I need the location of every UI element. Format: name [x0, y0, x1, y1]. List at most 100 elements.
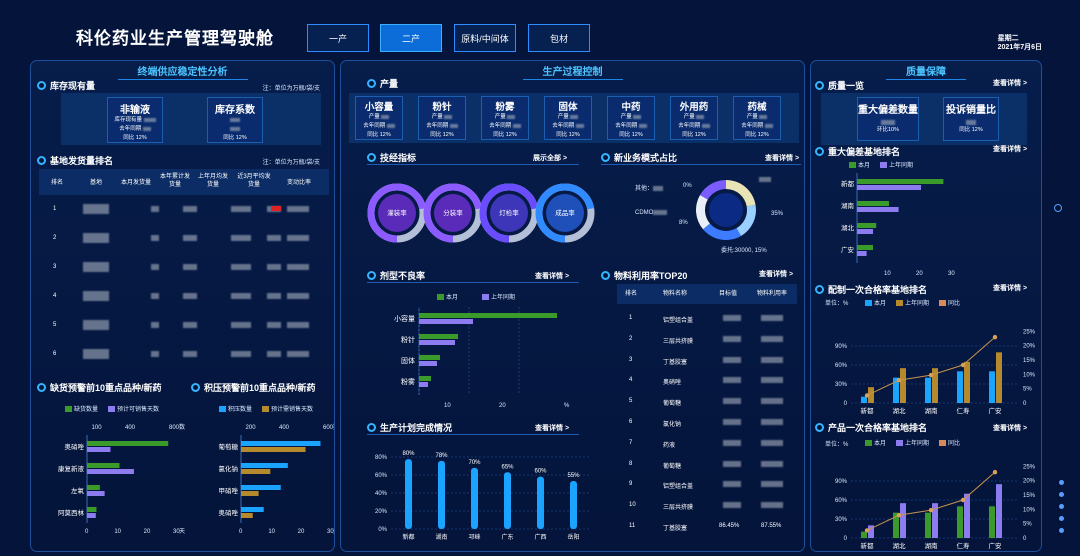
output-card[interactable]: 中药 产量 去年同期 同比 12%: [607, 96, 655, 140]
overview-card-complaint[interactable]: 投诉销量比 同比 12%: [943, 97, 999, 141]
blurred-cell: [231, 235, 251, 241]
blurred-cell: [183, 235, 197, 241]
output-card[interactable]: 粉针 产量 去年同期 同比 12%: [418, 96, 466, 140]
blurred-cell: [183, 293, 197, 299]
output-card[interactable]: 固体 产量 去年同期 同比 12%: [544, 96, 592, 140]
bar-b: [964, 493, 970, 538]
middle-panel: 生产过程控制 产量 小容量 产量 去年同期 同比 12% 粉针 产量 去年同期 同比 …: [340, 60, 805, 552]
page-dot[interactable]: [1059, 480, 1064, 485]
bar-b: [996, 352, 1002, 403]
card-line: 产量: [419, 113, 465, 122]
bullet-icon: [37, 156, 46, 165]
page-dot[interactable]: [1059, 528, 1064, 533]
bar-b: [900, 368, 906, 403]
batching-detail-link[interactable]: 查看详情 >: [993, 285, 1028, 292]
output-section-title: 产量: [367, 77, 398, 90]
inventory-card-nontransfusion[interactable]: 非输液 库存现有量 去年同期 同比 12%: [107, 97, 163, 143]
card-line: 产量: [356, 113, 402, 122]
axis-tick: 30: [948, 271, 955, 277]
blurred-cell: [287, 351, 309, 357]
overview-detail-link[interactable]: 查看详情 >: [993, 80, 1028, 87]
scroll-indicator[interactable]: [1054, 204, 1062, 212]
axis-tick: 30%: [835, 517, 848, 523]
tech-section-title: 技经指标: [367, 151, 416, 164]
output-card[interactable]: 粉雾 产量 去年同期 同比 12%: [481, 96, 529, 140]
bar-a: [893, 377, 899, 403]
ring-label: 灌装率: [387, 208, 407, 217]
blurred-cell: [183, 206, 197, 212]
product-detail-link[interactable]: 查看详情 >: [993, 425, 1028, 432]
table-header: 排名: [50, 180, 63, 186]
blurred-cell: [723, 502, 741, 509]
blurred-value: [444, 114, 453, 119]
blurred-cell: [761, 315, 783, 321]
legend-item: 预计可销售天数: [108, 404, 159, 413]
blurred-cell: [151, 235, 159, 241]
output-card[interactable]: 小容量 产量 去年同期 同比 12%: [355, 96, 403, 140]
bizmode-label: CDMO: [635, 210, 668, 216]
axis-tick: 60%: [835, 498, 848, 504]
material-name-cell: 铝塑组合盖: [663, 318, 694, 324]
inventory-card-coefficient[interactable]: 库存系数 同比 12%: [207, 97, 263, 143]
overview-card-deviation[interactable]: 重大偏差数量 环比10%: [857, 97, 919, 141]
category-label: 广安: [989, 406, 1003, 415]
blurred-cell: [231, 206, 251, 212]
axis-tick: 400: [279, 425, 290, 431]
bizmode-label: 35%: [771, 211, 784, 217]
bizmode-detail-link[interactable]: 查看详情 >: [765, 155, 800, 162]
defect-detail-link[interactable]: 查看详情 >: [535, 273, 570, 280]
page-dot[interactable]: [1059, 504, 1064, 509]
category-label: 湖南: [435, 533, 447, 541]
bizmode-section-title: 新业务模式占比: [601, 151, 677, 164]
card-line: 产量: [545, 113, 591, 122]
weekday: 星期二: [997, 35, 1019, 42]
blurred-cell: [761, 356, 783, 363]
category-label: 广安: [989, 541, 1003, 550]
axis-tick: %: [564, 403, 570, 409]
middle-panel-title: 生产过程控制: [522, 62, 623, 80]
defect-legend: 本月 上年同期: [437, 292, 515, 301]
tech-show-all-link[interactable]: 展示全部 >: [533, 155, 568, 162]
bar-b: [241, 513, 253, 518]
tab-erchan[interactable]: 二产: [380, 24, 442, 52]
plan-detail-link[interactable]: 查看详情 >: [535, 425, 570, 432]
card-line: 去年同期: [608, 122, 654, 131]
output-card[interactable]: 外用药 产量 去年同期 同比 12%: [670, 96, 718, 140]
rank-cell: 3: [629, 356, 633, 363]
page-dot[interactable]: [1059, 516, 1064, 521]
deviation-detail-link[interactable]: 查看详情 >: [993, 146, 1028, 153]
page-title: 科伦药业生产管理驾驶舱: [76, 29, 274, 48]
plan-section-title: 生产计划完成情况: [367, 421, 452, 434]
bar-a: [87, 485, 100, 490]
axis-tick: 90%: [835, 479, 848, 485]
bar-a: [87, 463, 120, 468]
rank-cell: 1: [53, 206, 57, 212]
blurred-value: [759, 114, 768, 119]
batching-chart: 0 30% 60% 90% 0 5% 10% 15% 20% 25% 新都 湖北 湖南 仁寿 广安: [835, 329, 1036, 415]
page-dot[interactable]: [1059, 492, 1064, 497]
category-label: 康复新液: [58, 464, 85, 473]
bar-a: [989, 506, 995, 538]
tab-packaging[interactable]: 包材: [528, 24, 590, 52]
overstock-section-title: 积压预警前10重点品种/新药: [191, 381, 316, 394]
axis-tick: 0: [844, 401, 848, 407]
material-name-cell: 三层共挤膜: [663, 505, 694, 512]
trend-point: [896, 513, 902, 518]
overstock-legend: 积压数量 预计需销售天数: [219, 404, 313, 413]
material-detail-link[interactable]: 查看详情 >: [759, 271, 794, 278]
blurred-cell: [287, 264, 309, 270]
axis-tick: 80%: [375, 455, 388, 461]
tab-raw-material[interactable]: 原料/中间体: [454, 24, 516, 52]
material-table-header: [617, 284, 797, 304]
tab-yichan[interactable]: 一产: [307, 24, 369, 52]
blurred-base-cell: [83, 233, 109, 243]
card-line: 去年同期: [482, 122, 528, 131]
blurred-base-cell: [83, 291, 109, 301]
blurred-cell: [287, 293, 309, 299]
blurred-cell: [287, 235, 309, 241]
card-yoy: 同比 12%: [493, 132, 517, 138]
output-card[interactable]: 药械 产量 去年同期 同比 12%: [733, 96, 781, 140]
bar-a: [419, 376, 431, 381]
legend-item: 上年同期: [896, 298, 929, 307]
